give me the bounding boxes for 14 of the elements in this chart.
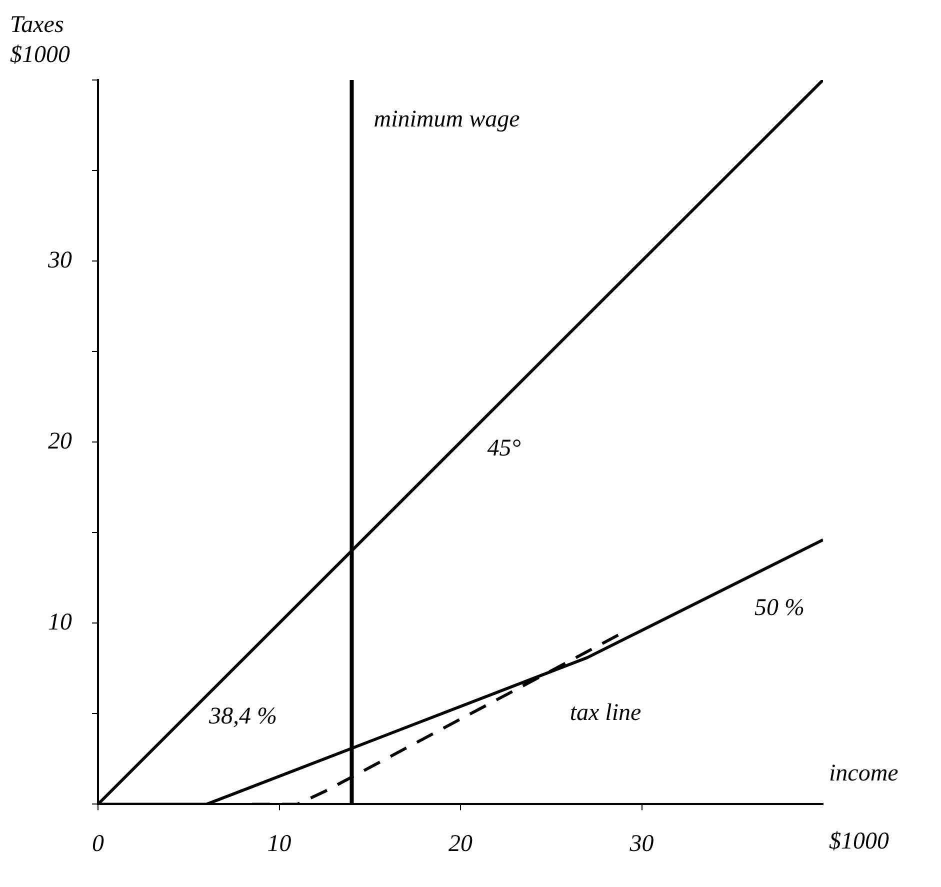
annotation: 38,4 %: [208, 704, 277, 730]
x-tick-label: 10: [267, 830, 292, 857]
ref-line-label: minimum wage: [374, 106, 520, 132]
series-label: tax line: [570, 700, 642, 726]
y-tick-label: 20: [48, 428, 72, 454]
y-tick-label: 10: [48, 609, 72, 636]
y-axis-title: Taxes $1000: [10, 12, 70, 68]
x-tick-label: 20: [448, 830, 472, 857]
annotation: 50 %: [754, 594, 804, 621]
x-tick-label: 30: [628, 830, 654, 857]
x-tick-label: 0: [92, 830, 104, 857]
series-label: 45°: [487, 436, 522, 462]
y-tick-label: 30: [47, 247, 72, 274]
text: income $1000: [829, 760, 898, 855]
